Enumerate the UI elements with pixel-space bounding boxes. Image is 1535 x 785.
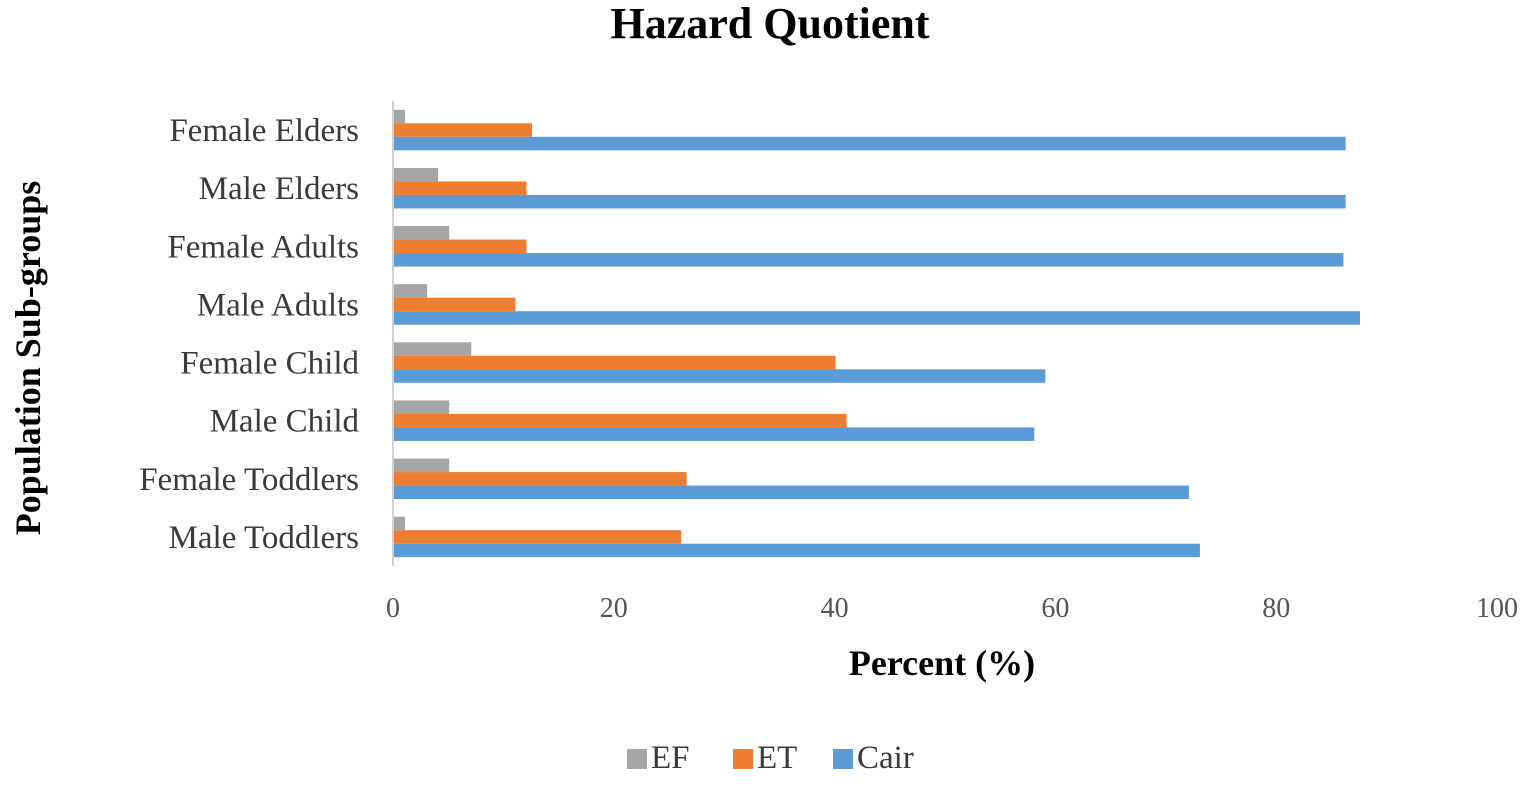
legend-swatch-ef — [627, 749, 647, 769]
x-tick-label: 100 — [1476, 593, 1518, 624]
legend-swatch-cair — [833, 749, 853, 769]
x-tick-label: 60 — [1041, 593, 1069, 624]
bar-ef-female-toddlers — [394, 458, 450, 473]
category-label: Male Elders — [199, 171, 359, 207]
legend-label-cair: Cair — [857, 740, 914, 776]
bar-et-female-elders — [394, 123, 532, 137]
category-label: Female Child — [180, 346, 359, 382]
category-label: Female Toddlers — [139, 462, 359, 498]
bar-cair-female-elders — [394, 136, 1346, 151]
x-axis-title: Percent (%) — [849, 643, 1035, 683]
bar-et-male-adults — [394, 297, 516, 312]
bar-ef-male-child — [394, 400, 450, 414]
chart-title: Hazard Quotient — [611, 0, 930, 48]
category-label: Female Elders — [169, 113, 359, 149]
bar-et-female-adults — [394, 239, 527, 254]
bar-ef-male-elders — [394, 167, 439, 182]
bar-ef-female-elders — [394, 109, 406, 124]
bar-et-female-toddlers — [394, 472, 687, 486]
bar-et-male-child — [394, 413, 847, 428]
bar-ef-male-toddlers — [394, 516, 406, 531]
bar-cair-male-toddlers — [394, 543, 1200, 558]
y-axis-title: Population Sub-groups — [8, 181, 48, 535]
x-tick-label: 40 — [821, 593, 849, 624]
bar-cair-female-child — [394, 369, 1046, 383]
bar-et-male-elders — [394, 181, 527, 195]
bar-cair-male-child — [394, 427, 1035, 441]
x-tick-label: 80 — [1262, 593, 1290, 624]
bar-et-female-child — [394, 355, 836, 370]
bar-ef-female-adults — [394, 226, 450, 240]
bar-cair-female-toddlers — [394, 485, 1189, 500]
bar-et-male-toddlers — [394, 530, 682, 544]
bar-cair-male-adults — [394, 311, 1360, 325]
legend-label-et: ET — [757, 740, 797, 776]
category-label: Female Adults — [167, 229, 359, 265]
category-label: Male Toddlers — [169, 520, 359, 556]
category-label: Male Child — [210, 404, 360, 440]
bar-ef-male-adults — [394, 284, 428, 298]
bar-ef-female-child — [394, 342, 472, 356]
bar-cair-male-elders — [394, 194, 1346, 209]
legend-swatch-et — [733, 749, 753, 769]
x-tick-label: 20 — [600, 593, 628, 624]
x-tick-label: 0 — [386, 593, 400, 624]
legend-label-ef: EF — [651, 740, 690, 776]
bar-cair-female-adults — [394, 253, 1344, 267]
category-label: Male Adults — [197, 287, 359, 323]
